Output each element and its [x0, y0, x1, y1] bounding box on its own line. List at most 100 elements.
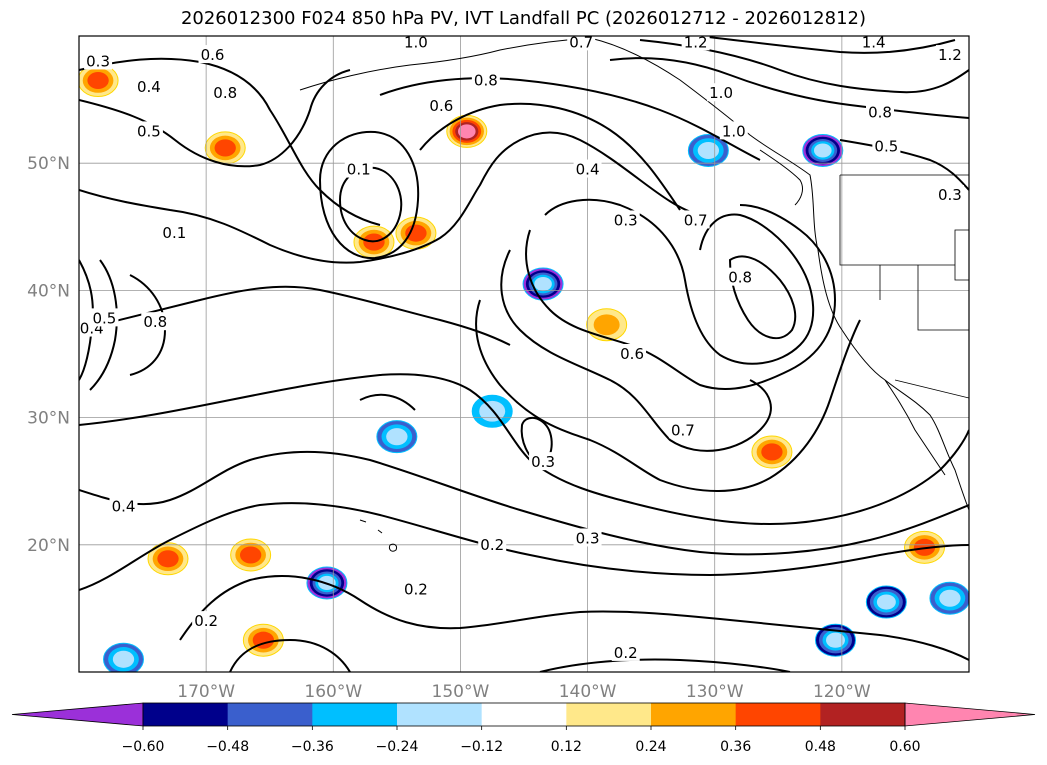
- colorbar-tick-label: 0.60: [889, 739, 920, 755]
- contour-label-bg: [707, 83, 736, 102]
- contour-label: 0.5: [137, 122, 161, 140]
- contour-label: 0.8: [213, 84, 237, 102]
- positive-pc-region: [593, 314, 620, 336]
- contour-label-bg: [134, 76, 163, 95]
- lat-tick-label: 20°N: [27, 536, 70, 556]
- negative-pc-region: [386, 428, 408, 446]
- map-gridlines: [79, 36, 969, 672]
- contour-label: 0.8: [868, 103, 892, 121]
- contour-label-bg: [611, 642, 640, 661]
- contour-label: 0.6: [429, 97, 453, 115]
- colorbar-tick-label: 0.48: [805, 739, 836, 755]
- contour-label: 0.7: [671, 421, 695, 439]
- contour-label: 0.8: [474, 72, 498, 90]
- colorbar-tick-label: −0.36: [291, 739, 334, 755]
- colorbar-tick-label: −0.60: [122, 739, 165, 755]
- contour-label-bg: [192, 611, 221, 630]
- colorbar-segment: [820, 703, 906, 726]
- contour-label-bg: [567, 36, 596, 51]
- colorbar-extend-min: [11, 702, 144, 727]
- map-background: [79, 36, 969, 672]
- contour-label: 1.2: [684, 33, 708, 51]
- colorbar-segment: [227, 703, 313, 726]
- positive-pc-region: [457, 124, 476, 139]
- lon-tick-label: 120°W: [813, 682, 871, 702]
- positive-pc-region: [239, 546, 262, 564]
- contour-label-bg: [427, 95, 456, 114]
- colorbar-frame: [142, 702, 906, 727]
- colorbar-tick-labels: −0.60 −0.48 −0.36 −0.24 −0.12 0.12 0.24 0.36 0.4…: [122, 726, 921, 755]
- lat-tick-labels: 20°N 30°N 40°N 50°N: [27, 154, 70, 556]
- contour-label: 0.5: [874, 138, 898, 156]
- contour-label: 0.2: [194, 612, 218, 630]
- negative-pc-region: [534, 277, 552, 292]
- lon-tick-label: 130°W: [686, 682, 744, 702]
- contour-label-bg: [109, 496, 138, 515]
- contour-label-bg: [401, 579, 430, 598]
- contour-label-bg: [160, 223, 189, 242]
- colorbar-segment: [566, 703, 652, 726]
- negative-pc-region: [697, 141, 720, 160]
- contour-label-bg: [573, 528, 602, 547]
- colorbar-extend-max: [904, 702, 1036, 727]
- colorbar-tick-label: 0.12: [551, 739, 582, 755]
- contour-label: 0.3: [86, 52, 110, 70]
- contour-label-bg: [935, 185, 964, 203]
- contour-label-bg: [611, 210, 640, 229]
- negative-pc-region: [939, 589, 961, 607]
- lat-tick-label: 50°N: [27, 154, 70, 174]
- contour-label-bg: [681, 36, 710, 51]
- positive-pc-region: [405, 224, 427, 242]
- lon-tick-label: 140°W: [559, 682, 617, 702]
- lon-tick-label: 150°W: [432, 682, 490, 702]
- contour-label-bg: [681, 210, 710, 229]
- colorbar-tick-label: −0.24: [376, 739, 419, 755]
- contour-label: 0.1: [347, 161, 371, 179]
- lon-tick-label: 170°W: [177, 682, 235, 702]
- colorbar-segment: [481, 703, 567, 726]
- contour-label-bg: [198, 45, 227, 64]
- contour-label: 0.6: [201, 46, 225, 64]
- lon-tick-label: 160°W: [304, 682, 362, 702]
- contour-label-bg: [618, 344, 647, 362]
- pv-contours: [79, 36, 969, 672]
- contour-label: 0.6: [620, 345, 644, 363]
- colorbar-segment: [312, 703, 398, 726]
- negative-pc-region: [813, 143, 832, 158]
- contour-label-bg: [866, 102, 894, 121]
- contour-label: 0.2: [614, 644, 638, 662]
- colorbar-tick-label: −0.12: [460, 739, 503, 755]
- contour-label-bg: [478, 534, 507, 553]
- map-frame: [78, 35, 970, 673]
- contour-label: 0.4: [137, 78, 161, 96]
- contour-label: 0.1: [162, 224, 186, 242]
- contour-label: 0.7: [569, 33, 593, 51]
- contour-label: 0.3: [531, 453, 555, 471]
- contour-label-bg: [573, 159, 602, 178]
- contour-label-bg: [872, 136, 901, 155]
- contour-label-bg: [134, 121, 163, 140]
- positive-pc-region: [157, 550, 179, 568]
- contour-label: 1.0: [722, 122, 746, 140]
- colorbar-segment: [735, 703, 821, 726]
- contour-label: 0.2: [404, 580, 428, 598]
- colorbar-segment: [651, 703, 737, 726]
- lat-tick-label: 40°N: [27, 281, 70, 301]
- coastlines: [299, 37, 969, 552]
- colorbar-tick-label: −0.48: [206, 739, 249, 755]
- contour-label: 0.7: [684, 211, 708, 229]
- contour-label: 0.3: [576, 529, 600, 547]
- contour-label-bg: [211, 83, 240, 102]
- contour-label-bg: [344, 159, 373, 178]
- negative-pc-region: [876, 594, 896, 610]
- contour-label: 0.8: [143, 313, 167, 331]
- contour-labels: 0.3 0.4 0.6 0.8 0.5 1.0 0.7 1.2 1.4 1.2 0.8 0.6 1.0 1…: [79, 33, 964, 662]
- negative-pc-region: [826, 632, 845, 648]
- negative-pc-region: [112, 650, 135, 668]
- contour-label-bg: [90, 308, 119, 327]
- contour-label-bg: [141, 312, 170, 331]
- colorbar-segment: [397, 703, 483, 726]
- chart-title: 2026012300 F024 850 hPa PV, IVT Landfall…: [180, 8, 867, 29]
- contour-label: 0.5: [92, 309, 116, 327]
- map-area: 0.3 0.4 0.6 0.8 0.5 1.0 0.7 1.2 1.4 1.2 0.8 0.6 1.0 1…: [79, 33, 969, 672]
